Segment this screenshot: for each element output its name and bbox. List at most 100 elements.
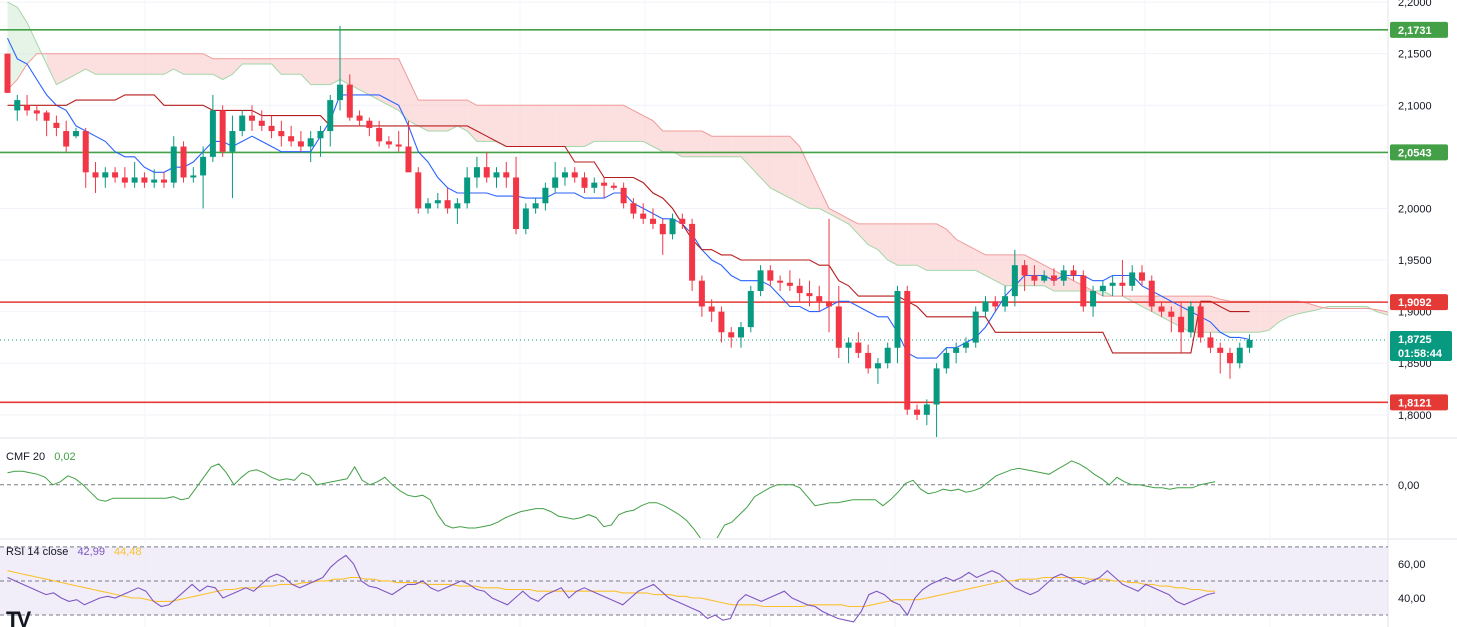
candle-body: [356, 115, 363, 121]
cmf-pane[interactable]: [0, 460, 1388, 545]
price-tick-label: 2,2000: [1398, 0, 1432, 9]
candle-body: [1090, 290, 1097, 307]
cloud-segment: [359, 58, 370, 95]
cloud-segment: [467, 100, 477, 142]
candle-body: [826, 301, 833, 307]
cloud-segment: [300, 58, 311, 85]
candle-body: [415, 172, 422, 209]
candle-body: [943, 352, 950, 369]
level-tag: [1390, 21, 1448, 38]
candle-body: [708, 306, 715, 312]
candle-body: [659, 223, 666, 235]
cloud-segment: [613, 105, 624, 142]
cmf-zero-label: 0,00: [1398, 480, 1419, 492]
horizontal-levels[interactable]: [0, 29, 1388, 404]
cloud-segment: [516, 105, 526, 147]
cloud-segment: [163, 53, 174, 75]
level-tag-label: 1,9092: [1398, 297, 1432, 309]
cloud-segment: [701, 131, 712, 157]
candle-body: [1227, 352, 1233, 364]
candle-body: [874, 363, 881, 369]
cloud-segment: [731, 136, 741, 157]
candle-body: [112, 172, 119, 178]
cloud-segment: [535, 105, 546, 147]
candle-body: [288, 136, 295, 142]
cloud-segment: [75, 53, 86, 75]
tradingview-logo[interactable]: TV: [6, 607, 34, 627]
candle-body: [865, 352, 872, 369]
candle-body: [395, 144, 402, 147]
candle-body: [610, 185, 617, 188]
candle-body: [1080, 275, 1087, 307]
cloud-segment: [1435, 322, 1445, 332]
candle-body: [33, 110, 40, 114]
candlesticks[interactable]: [4, 25, 1253, 441]
cloud-segment: [838, 213, 849, 224]
rsi-pane[interactable]: [0, 546, 1388, 623]
candle-body: [649, 218, 656, 224]
cloud-segment: [222, 58, 233, 80]
candle-body: [884, 347, 891, 364]
cloud-segment: [721, 136, 732, 157]
level-tag-label: 2,0543: [1398, 147, 1432, 159]
cmf-legend[interactable]: CMF 20 0,02: [6, 451, 76, 463]
candle-body: [121, 177, 128, 183]
current-price-tag: [1390, 331, 1452, 362]
candle-body: [425, 203, 432, 209]
candle-body: [297, 141, 304, 147]
candle-body: [200, 156, 207, 176]
cloud-segment: [1426, 320, 1436, 327]
candle-body: [894, 290, 901, 348]
cloud-segment: [1239, 301, 1250, 333]
candle-body: [1187, 306, 1194, 333]
candle-body: [434, 200, 441, 204]
cloud-segment: [770, 136, 781, 193]
cloud-segment: [388, 58, 399, 111]
cloud-segment: [1416, 319, 1426, 324]
candle-body: [591, 182, 598, 188]
candle-body: [209, 110, 216, 157]
level-tag-label: 1,8121: [1398, 397, 1432, 409]
cloud-segment: [1308, 303, 1319, 312]
cloud-segment: [545, 105, 556, 147]
candle-body: [689, 223, 696, 281]
candle-body: [933, 368, 940, 405]
candle-body: [953, 347, 960, 353]
senkou-a-line: [7, 1, 1388, 333]
candle-body: [1002, 296, 1009, 307]
price-tick-label: 1,8000: [1398, 410, 1432, 422]
candle-body: [337, 84, 344, 101]
candle-body: [4, 53, 11, 93]
candle-body: [513, 177, 520, 230]
cloud-segment: [1259, 301, 1270, 333]
cloud-segment: [975, 249, 986, 276]
rsi-tick-label: 40,00: [1398, 593, 1426, 605]
candle-body: [1158, 306, 1165, 312]
cloud-segment: [369, 58, 380, 101]
cloud-segment: [115, 53, 125, 75]
candle-body: [151, 179, 158, 183]
cloud-segment: [1220, 299, 1230, 333]
cloud-segment: [604, 105, 614, 142]
rsi-legend[interactable]: RSI 14 close 42,99 44,48: [6, 546, 142, 558]
cloud-segment: [584, 105, 595, 147]
current-price-label: 1,8725: [1398, 334, 1432, 346]
cloud-segment: [692, 131, 702, 157]
candle-body: [239, 115, 246, 132]
cloud-segment: [320, 58, 331, 85]
candle-body: [914, 409, 921, 415]
candle-body: [542, 187, 549, 204]
cloud-segment: [897, 223, 908, 266]
candle-body: [718, 311, 725, 333]
candle-body: [581, 177, 588, 188]
cloud-segment: [17, 7, 28, 80]
cloud-segment: [486, 105, 497, 142]
candle-body: [1246, 340, 1253, 348]
tenkan-line: [7, 37, 1250, 359]
candle-body: [855, 342, 862, 353]
cloud-segment: [242, 58, 252, 64]
candle-body: [1236, 347, 1243, 364]
cloud-segment: [711, 136, 722, 157]
cloud-segment: [643, 115, 653, 147]
